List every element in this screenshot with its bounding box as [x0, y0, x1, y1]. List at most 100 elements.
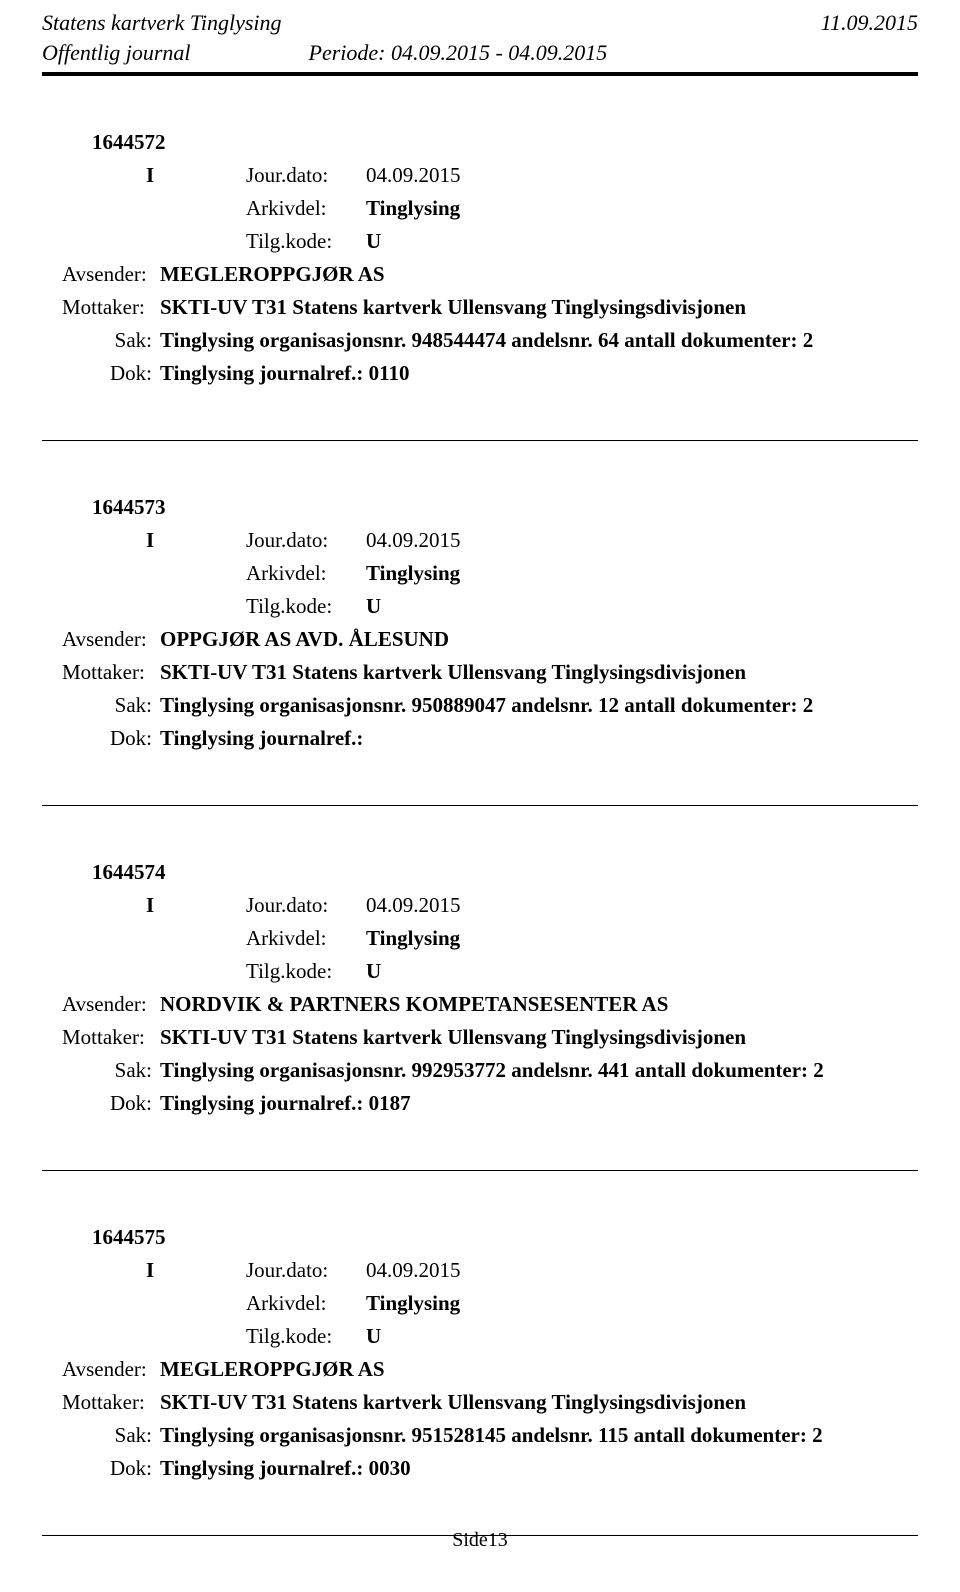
journal-entry: 1644575 I Jour.dato: 04.09.2015 Arkivdel…: [42, 1225, 918, 1517]
row-avsender: Avsender: NORDVIK & PARTNERS KOMPETANSES…: [62, 992, 918, 1017]
entry-body: Avsender: MEGLEROPPGJØR AS Mottaker: SKT…: [62, 1357, 918, 1481]
row-sak: Sak: Tinglysing organisasjonsnr. 9929537…: [62, 1058, 918, 1083]
sak-value: Tinglysing organisasjonsnr. 948544474 an…: [160, 328, 918, 353]
header-rule: [42, 72, 918, 76]
row-arkivdel: Arkivdel: Tinglysing: [146, 926, 918, 951]
header-periode: Periode: 04.09.2015 - 04.09.2015: [309, 40, 608, 66]
page-header: Statens kartverk Tinglysing 11.09.2015 O…: [0, 0, 960, 66]
avsender-value: MEGLEROPPGJØR AS: [160, 1357, 918, 1382]
dok-value: Tinglysing journalref.: 0187: [160, 1091, 918, 1116]
entry-type: I: [146, 528, 180, 553]
arkivdel-label: Arkivdel:: [246, 196, 366, 221]
row-sak: Sak: Tinglysing organisasjonsnr. 9515281…: [62, 1423, 918, 1448]
arkivdel-value: Tinglysing: [366, 1291, 460, 1316]
sak-label: Sak:: [62, 1058, 160, 1083]
row-jour: I Jour.dato: 04.09.2015: [146, 893, 918, 918]
dok-label: Dok:: [62, 1456, 160, 1481]
mottaker-value: SKTI-UV T31 Statens kartverk Ullensvang …: [160, 660, 918, 685]
tilg-value: U: [366, 959, 381, 984]
entry-type: I: [146, 893, 180, 918]
jour-label: Jour.dato:: [246, 1258, 366, 1283]
entry-id: 1644574: [92, 860, 918, 885]
row-sak: Sak: Tinglysing organisasjonsnr. 9485444…: [62, 328, 918, 353]
sak-value: Tinglysing organisasjonsnr. 951528145 an…: [160, 1423, 918, 1448]
sak-label: Sak:: [62, 693, 160, 718]
entry-id: 1644575: [92, 1225, 918, 1250]
header-org: Statens kartverk Tinglysing: [42, 10, 282, 36]
entry-meta: I Jour.dato: 04.09.2015 Arkivdel: Tingly…: [146, 528, 918, 619]
row-tilg: Tilg.kode: U: [146, 229, 918, 254]
journal-entry: 1644572 I Jour.dato: 04.09.2015 Arkivdel…: [42, 130, 918, 422]
header-journal: Offentlig journal: [42, 40, 191, 66]
avsender-label: Avsender:: [62, 627, 160, 652]
tilg-label: Tilg.kode:: [246, 594, 366, 619]
jour-date: 04.09.2015: [366, 1258, 461, 1283]
row-dok: Dok: Tinglysing journalref.: 0187: [62, 1091, 918, 1116]
avsender-value: NORDVIK & PARTNERS KOMPETANSESENTER AS: [160, 992, 918, 1017]
dok-label: Dok:: [62, 1091, 160, 1116]
arkivdel-label: Arkivdel:: [246, 561, 366, 586]
dok-value: Tinglysing journalref.: 0110: [160, 361, 918, 386]
tilg-value: U: [366, 1324, 381, 1349]
row-dok: Dok: Tinglysing journalref.:: [62, 726, 918, 751]
page-number: Side13: [452, 1529, 508, 1551]
entry-divider: [42, 1170, 918, 1171]
entry-body: Avsender: NORDVIK & PARTNERS KOMPETANSES…: [62, 992, 918, 1116]
row-dok: Dok: Tinglysing journalref.: 0110: [62, 361, 918, 386]
jour-date: 04.09.2015: [366, 528, 461, 553]
row-mottaker: Mottaker: SKTI-UV T31 Statens kartverk U…: [62, 295, 918, 320]
row-jour: I Jour.dato: 04.09.2015: [146, 1258, 918, 1283]
tilg-value: U: [366, 594, 381, 619]
entry-meta: I Jour.dato: 04.09.2015 Arkivdel: Tingly…: [146, 1258, 918, 1349]
avsender-value: OPPGJØR AS AVD. ÅLESUND: [160, 627, 918, 652]
avsender-label: Avsender:: [62, 992, 160, 1017]
tilg-value: U: [366, 229, 381, 254]
mottaker-value: SKTI-UV T31 Statens kartverk Ullensvang …: [160, 1390, 918, 1415]
row-dok: Dok: Tinglysing journalref.: 0030: [62, 1456, 918, 1481]
entry-body: Avsender: OPPGJØR AS AVD. ÅLESUND Mottak…: [62, 627, 918, 751]
avsender-label: Avsender:: [62, 1357, 160, 1382]
sak-value: Tinglysing organisasjonsnr. 992953772 an…: [160, 1058, 918, 1083]
mottaker-label: Mottaker:: [62, 1390, 160, 1415]
mottaker-value: SKTI-UV T31 Statens kartverk Ullensvang …: [160, 1025, 918, 1050]
arkivdel-value: Tinglysing: [366, 561, 460, 586]
row-mottaker: Mottaker: SKTI-UV T31 Statens kartverk U…: [62, 1025, 918, 1050]
row-arkivdel: Arkivdel: Tinglysing: [146, 561, 918, 586]
tilg-label: Tilg.kode:: [246, 1324, 366, 1349]
jour-label: Jour.dato:: [246, 893, 366, 918]
arkivdel-value: Tinglysing: [366, 926, 460, 951]
header-line-2: Offentlig journal Periode: 04.09.2015 - …: [42, 40, 918, 66]
jour-label: Jour.dato:: [246, 528, 366, 553]
dok-value: Tinglysing journalref.:: [160, 726, 918, 751]
jour-label: Jour.dato:: [246, 163, 366, 188]
entry-id: 1644572: [92, 130, 918, 155]
entry-divider: [42, 440, 918, 441]
jour-date: 04.09.2015: [366, 163, 461, 188]
entry-meta: I Jour.dato: 04.09.2015 Arkivdel: Tingly…: [146, 163, 918, 254]
entry-divider: [42, 805, 918, 806]
avsender-label: Avsender:: [62, 262, 160, 287]
jour-date: 04.09.2015: [366, 893, 461, 918]
dok-label: Dok:: [62, 361, 160, 386]
sak-label: Sak:: [62, 328, 160, 353]
arkivdel-value: Tinglysing: [366, 196, 460, 221]
arkivdel-label: Arkivdel:: [246, 926, 366, 951]
row-arkivdel: Arkivdel: Tinglysing: [146, 1291, 918, 1316]
header-line-1: Statens kartverk Tinglysing 11.09.2015: [42, 10, 918, 36]
sak-value: Tinglysing organisasjonsnr. 950889047 an…: [160, 693, 918, 718]
entry-type: I: [146, 1258, 180, 1283]
row-avsender: Avsender: MEGLEROPPGJØR AS: [62, 1357, 918, 1382]
row-jour: I Jour.dato: 04.09.2015: [146, 528, 918, 553]
header-date: 11.09.2015: [821, 10, 918, 36]
row-jour: I Jour.dato: 04.09.2015: [146, 163, 918, 188]
entry-type: I: [146, 163, 180, 188]
row-tilg: Tilg.kode: U: [146, 594, 918, 619]
avsender-value: MEGLEROPPGJØR AS: [160, 262, 918, 287]
row-avsender: Avsender: MEGLEROPPGJØR AS: [62, 262, 918, 287]
entry-id: 1644573: [92, 495, 918, 520]
row-arkivdel: Arkivdel: Tinglysing: [146, 196, 918, 221]
mottaker-value: SKTI-UV T31 Statens kartverk Ullensvang …: [160, 295, 918, 320]
dok-value: Tinglysing journalref.: 0030: [160, 1456, 918, 1481]
sak-label: Sak:: [62, 1423, 160, 1448]
journal-entry: 1644573 I Jour.dato: 04.09.2015 Arkivdel…: [42, 495, 918, 787]
